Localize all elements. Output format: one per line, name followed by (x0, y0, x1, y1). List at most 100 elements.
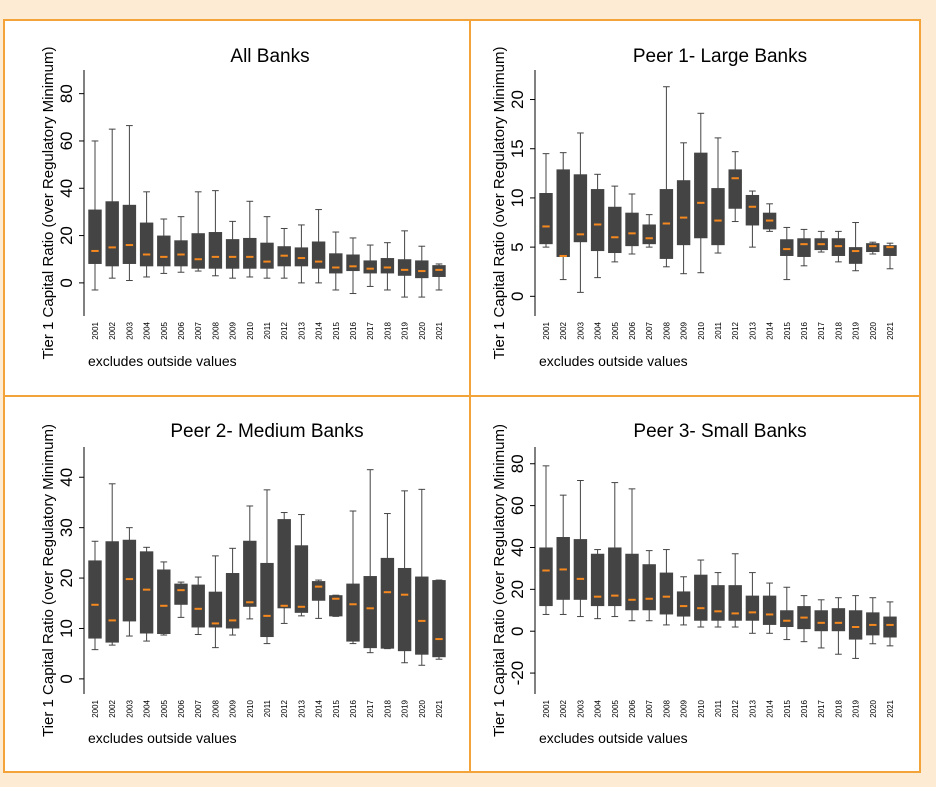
y-tick-label: 5 (508, 242, 527, 251)
box-plot-item (294, 224, 309, 284)
box-plot-item (590, 549, 605, 620)
x-tick-label: 2006 (628, 321, 637, 339)
x-tick-label: 2020 (869, 321, 878, 339)
box-plot-item (676, 142, 691, 275)
x-tick-label: 2011 (263, 321, 272, 339)
chart-title: All Banks (230, 46, 309, 67)
y-tick-label: 80 (508, 454, 527, 473)
box (848, 610, 863, 640)
box (694, 152, 708, 239)
box (676, 180, 691, 246)
box-plot-item (157, 561, 171, 636)
box-plot-item (260, 489, 274, 645)
x-tick-label: 2004 (594, 699, 603, 717)
box (625, 553, 639, 611)
box (883, 616, 897, 638)
box (225, 239, 240, 269)
x-tick-label: 2009 (229, 699, 238, 717)
x-tick-label: 2018 (383, 321, 392, 339)
box (88, 209, 102, 264)
box-plot-item (694, 559, 708, 628)
x-tick-label: 2005 (160, 699, 169, 717)
box (866, 243, 880, 253)
x-tick-label: 2016 (349, 321, 358, 339)
box (415, 576, 429, 655)
box-plot-item (105, 128, 119, 279)
x-tick-label: 2001 (542, 699, 551, 717)
box (883, 245, 897, 256)
box (191, 584, 205, 628)
box (380, 557, 395, 649)
box (432, 265, 446, 277)
x-tick-label: 2020 (869, 699, 878, 717)
box (762, 595, 777, 625)
box (105, 201, 119, 267)
box-plot-item (539, 465, 553, 615)
box (363, 260, 377, 274)
box-plot-item (174, 216, 188, 273)
box-plot-item (122, 125, 137, 282)
x-tick-label: 2001 (542, 321, 551, 339)
x-tick-label: 2005 (160, 321, 169, 339)
box-plot-item (260, 216, 274, 279)
box (329, 253, 343, 274)
x-tick-label: 2003 (576, 699, 585, 717)
x-tick-label: 2015 (783, 699, 792, 717)
x-tick-label: 2008 (211, 321, 220, 339)
x-tick-label: 2013 (748, 699, 757, 717)
box-plot-item (432, 579, 446, 660)
x-tick-label: 2019 (401, 699, 410, 717)
box-plot-item (728, 553, 742, 628)
chart-panel: All Banks Tier 1 Capital Ratio (over Regu… (40, 46, 446, 369)
y-tick-label: 40 (57, 468, 76, 487)
box-plot-item (625, 488, 639, 622)
box (105, 541, 119, 643)
chart-title: Peer 2- Medium Banks (170, 421, 363, 442)
x-tick-label: 2004 (143, 321, 152, 339)
chart-note: excludes outside values (539, 353, 688, 369)
box-plot-item (397, 230, 412, 298)
y-tick-label: 80 (57, 84, 76, 103)
box (608, 547, 622, 607)
box (415, 260, 429, 279)
box (642, 224, 656, 245)
box-plot-item (415, 245, 429, 298)
box-plot-item (866, 597, 880, 645)
chart-panel: Peer 2- Medium Banks Tier 1 Capital Ratio… (40, 421, 446, 746)
x-tick-label: 2001 (91, 321, 100, 339)
box-plot-item (539, 153, 553, 248)
x-tick-label: 2002 (108, 321, 117, 339)
box-plot-item (415, 488, 429, 666)
box-plot-item (556, 494, 570, 615)
x-tick-label: 2019 (852, 699, 861, 717)
x-tick-label: 2017 (366, 699, 375, 717)
chart-note: excludes outside values (88, 730, 237, 746)
box-plot-item (694, 112, 708, 274)
box-plot-item (139, 546, 154, 642)
box (139, 551, 154, 634)
box-plot-item (848, 222, 863, 272)
x-tick-label: 2017 (817, 699, 826, 717)
box-plot-item (208, 190, 223, 277)
x-tick-label: 2016 (800, 699, 809, 717)
box-plot-item (346, 237, 360, 295)
x-tick-label: 2008 (662, 699, 671, 717)
box-plot-item (105, 483, 119, 646)
box-plot-item (711, 572, 725, 628)
box-plot-item (139, 191, 154, 278)
y-tick-label: 0 (57, 674, 76, 683)
x-tick-label: 2005 (611, 699, 620, 717)
box (294, 545, 309, 613)
box (225, 573, 240, 629)
x-tick-label: 2017 (817, 321, 826, 339)
box-plot-item (380, 513, 395, 650)
x-tick-label: 2015 (332, 699, 341, 717)
box (590, 553, 605, 607)
y-axis-label: Tier 1 Capital Ratio (over Regulatory Mi… (491, 424, 508, 737)
x-tick-label: 2001 (91, 699, 100, 717)
box (208, 232, 223, 269)
x-tick-label: 2013 (297, 321, 306, 339)
box-plot-item (642, 214, 656, 248)
x-tick-label: 2002 (559, 699, 568, 717)
x-tick-label: 2011 (714, 321, 723, 339)
